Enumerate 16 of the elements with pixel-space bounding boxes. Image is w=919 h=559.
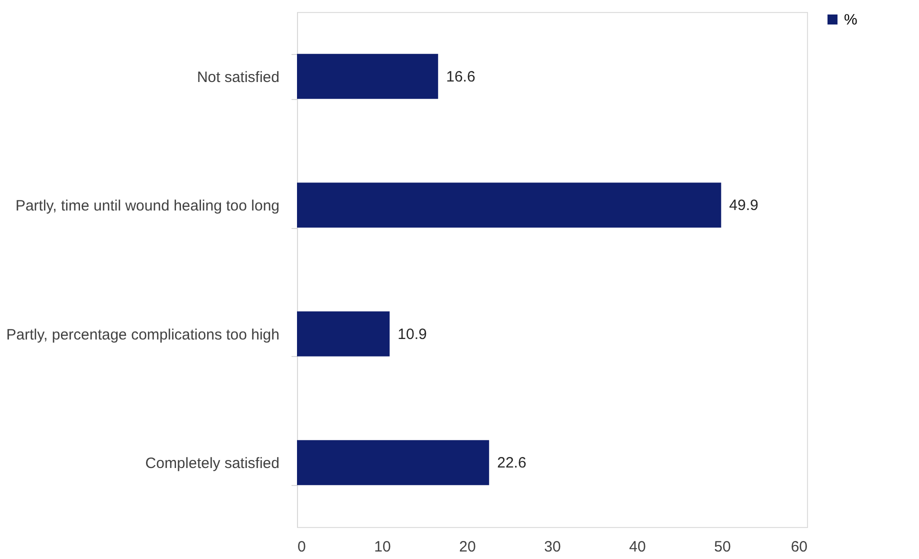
- x-tick-label: 60: [790, 538, 808, 556]
- x-tick-label: 0: [298, 538, 306, 556]
- data-label: 10.9: [398, 326, 427, 343]
- data-label: 16.6: [446, 68, 476, 86]
- data-label: 49.9: [729, 197, 758, 214]
- legend-label: %: [844, 12, 858, 28]
- y-tick-label: Partly, time until wound healing too long: [15, 198, 280, 215]
- x-tick-label: 40: [629, 538, 646, 556]
- x-tick-label: 50: [714, 538, 731, 556]
- x-tick-label: 20: [459, 538, 476, 556]
- y-tick-label: Not satisfied: [196, 68, 280, 86]
- x-tick-label: 10: [374, 538, 391, 556]
- y-tick-label: Completely satisfied: [145, 455, 280, 472]
- data-label: 22.6: [497, 454, 526, 472]
- x-tick-label: 30: [544, 538, 561, 556]
- y-tick-label: Partly, percentage complications too high: [6, 326, 280, 344]
